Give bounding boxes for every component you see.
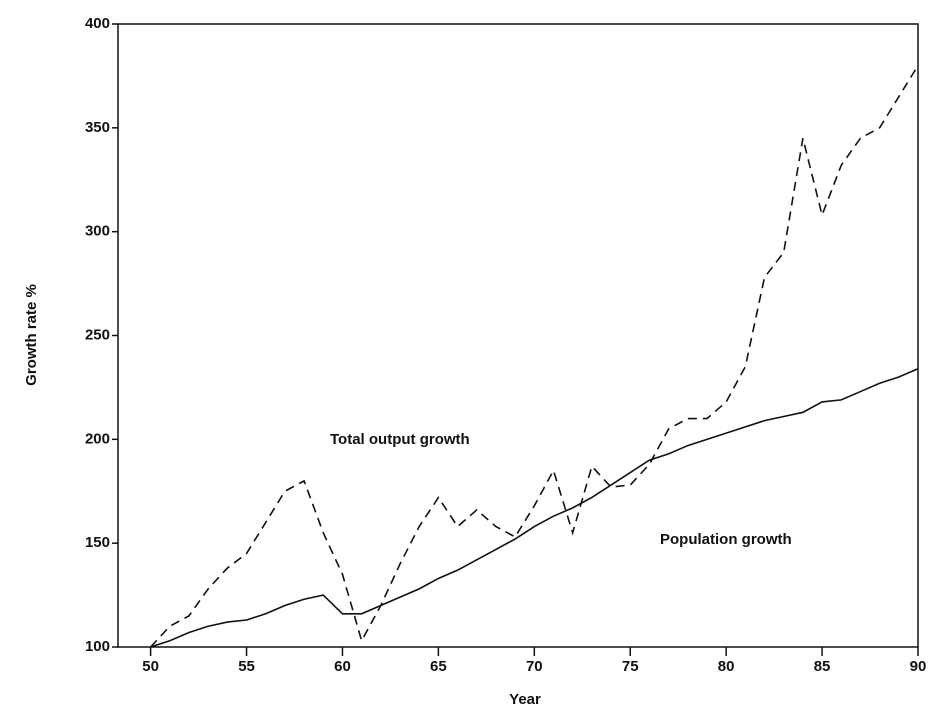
x-tick-label: 50 bbox=[142, 658, 159, 675]
x-tick-label: 80 bbox=[718, 658, 735, 675]
series-line bbox=[150, 367, 919, 648]
x-tick-label: 75 bbox=[622, 658, 639, 675]
y-tick-label: 400 bbox=[85, 15, 110, 32]
y-tick-label: 350 bbox=[85, 119, 110, 136]
series-annotation: Total output growth bbox=[330, 431, 470, 448]
x-tick-label: 70 bbox=[526, 658, 543, 675]
y-tick-label: 100 bbox=[85, 638, 110, 655]
x-tick-label: 65 bbox=[430, 658, 447, 675]
y-tick-label: 300 bbox=[85, 223, 110, 240]
x-axis-label: Year bbox=[509, 691, 541, 708]
series-line bbox=[150, 65, 919, 648]
plot-frame bbox=[117, 23, 919, 648]
y-tick-label: 150 bbox=[85, 534, 110, 551]
x-tick-label: 85 bbox=[814, 658, 831, 675]
x-tick-label: 60 bbox=[334, 658, 351, 675]
x-tick-label: 55 bbox=[238, 658, 255, 675]
y-axis-label: Growth rate % bbox=[23, 284, 40, 386]
y-tick-label: 200 bbox=[85, 430, 110, 447]
y-tick-label: 250 bbox=[85, 326, 110, 343]
x-tick-label: 90 bbox=[910, 658, 927, 675]
series-annotation: Population growth bbox=[660, 531, 792, 548]
